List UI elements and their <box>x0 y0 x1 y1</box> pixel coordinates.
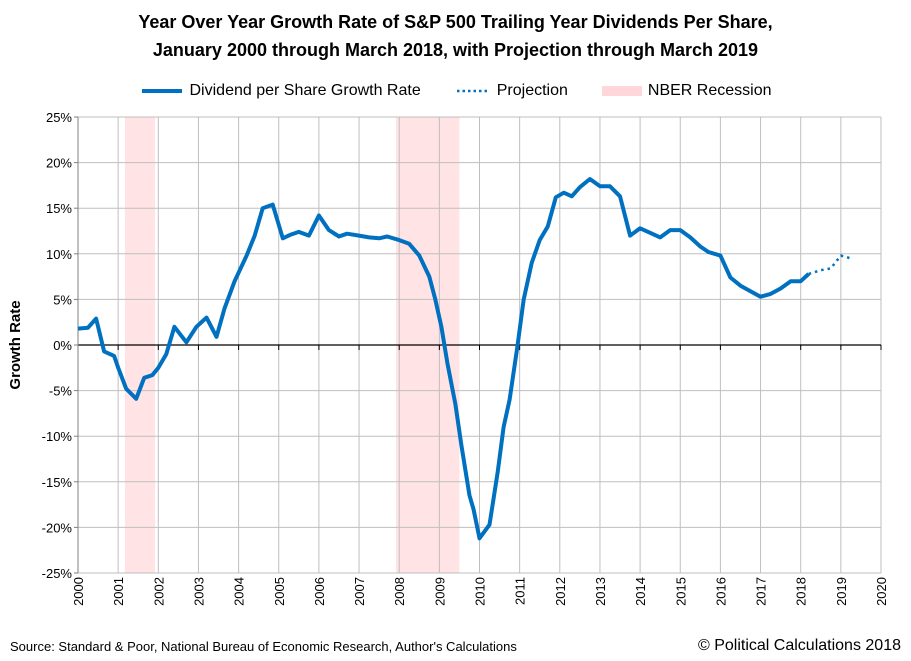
y-tick-label: -15% <box>42 475 73 490</box>
legend: Dividend per Share Growth Rate Projectio… <box>0 82 911 100</box>
x-tick-label: 2011 <box>513 577 528 605</box>
x-tick-label: 2012 <box>553 577 568 606</box>
y-tick-label: -25% <box>42 566 73 581</box>
x-tick-label: 2006 <box>312 577 327 606</box>
x-tick-label: 2002 <box>151 577 166 606</box>
series-line-projection <box>808 254 852 276</box>
x-tick-label: 2004 <box>232 577 247 606</box>
x-tick-label: 2017 <box>754 577 769 606</box>
legend-item-projection: Projection <box>455 82 568 100</box>
x-tick-label: 2015 <box>673 577 688 606</box>
x-tick-label: 2019 <box>834 577 849 606</box>
x-tick-label: 2000 <box>71 577 86 606</box>
source-note: Source: Standard & Poor, National Bureau… <box>10 639 517 654</box>
x-tick-label: 2005 <box>272 577 287 606</box>
legend-label: NBER Recession <box>647 82 772 99</box>
chart-title-line2: January 2000 through March 2018, with Pr… <box>152 40 759 60</box>
y-tick-label: 10% <box>46 247 72 262</box>
y-tick-label: -10% <box>42 429 73 444</box>
legend-item-dps: Dividend per Share Growth Rate <box>140 82 421 100</box>
chart-title-line1: Year Over Year Growth Rate of S&P 500 Tr… <box>138 12 773 32</box>
legend-label: Dividend per Share Growth Rate <box>189 82 421 99</box>
x-tick-label: 2020 <box>874 577 889 606</box>
y-tick-label: 15% <box>46 201 72 216</box>
y-tick-label: 5% <box>53 292 72 307</box>
legend-item-recession: NBER Recession <box>601 82 772 100</box>
y-tick-label: -20% <box>42 520 73 535</box>
x-tick-label: 2014 <box>633 577 648 606</box>
legend-label: Projection <box>496 82 568 99</box>
series-line-dividend-growth <box>77 177 811 541</box>
x-tick-label: 2008 <box>392 577 407 606</box>
x-tick-label: 2010 <box>473 577 488 606</box>
copyright: © Political Calculations 2018 <box>697 637 901 654</box>
x-tick-label: 2007 <box>352 577 367 606</box>
x-tick-label: 2009 <box>432 577 447 606</box>
x-tick-label: 2018 <box>794 577 809 606</box>
y-axis-label: Growth Rate <box>7 300 24 389</box>
x-tick-label: 2016 <box>713 577 728 606</box>
x-tick-label: 2001 <box>111 577 126 606</box>
y-tick-label: -5% <box>49 384 73 399</box>
x-tick-label: 2013 <box>593 577 608 606</box>
y-tick-label: 25% <box>46 110 72 125</box>
y-tick-label: 0% <box>53 338 72 353</box>
x-tick-label: 2003 <box>191 577 206 606</box>
y-tick-label: 20% <box>46 156 72 171</box>
